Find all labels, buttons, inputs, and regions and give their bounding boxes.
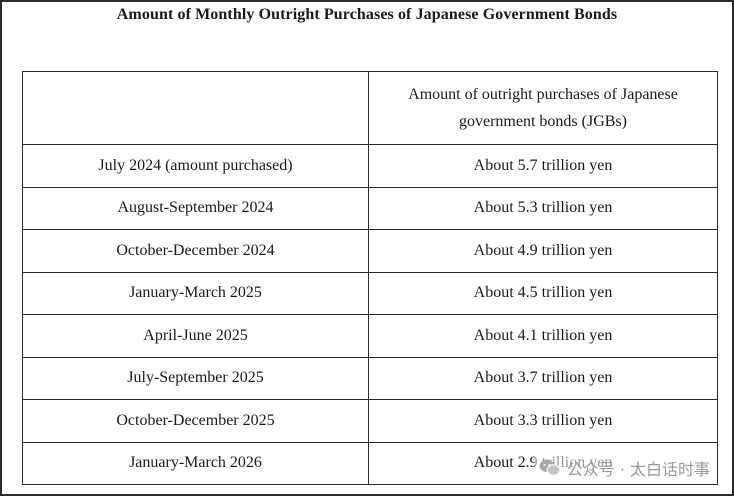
table-row: August-September 2024 About 5.3 trillion… bbox=[22, 186, 718, 230]
amount-cell: About 4.1 trillion yen bbox=[368, 314, 718, 358]
table-row: October-December 2024 About 4.9 trillion… bbox=[22, 229, 718, 273]
period-cell: April-June 2025 bbox=[22, 314, 369, 358]
table-row: April-June 2025 About 4.1 trillion yen bbox=[22, 314, 718, 358]
amount-cell: About 5.3 trillion yen bbox=[368, 186, 718, 230]
amount-cell: About 3.3 trillion yen bbox=[368, 399, 718, 443]
wechat-icon bbox=[539, 459, 561, 477]
table-row: July 2024 (amount purchased) About 5.7 t… bbox=[22, 144, 718, 188]
table-row: July-September 2025 About 3.7 trillion y… bbox=[22, 356, 718, 400]
amount-cell: About 4.5 trillion yen bbox=[368, 271, 718, 315]
watermark: 公众号 · 太白话时事 bbox=[534, 454, 714, 482]
amount-cell: About 4.9 trillion yen bbox=[368, 229, 718, 273]
period-cell: July 2024 (amount purchased) bbox=[22, 144, 369, 188]
header-amount-cell: Amount of outright purchases of Japanese… bbox=[368, 71, 718, 145]
period-cell: October-December 2025 bbox=[22, 399, 369, 443]
table-header-row: Amount of outright purchases of Japanese… bbox=[22, 71, 718, 145]
jgb-purchases-table: Amount of outright purchases of Japanese… bbox=[22, 71, 718, 485]
period-cell: July-September 2025 bbox=[22, 356, 369, 400]
amount-cell: About 3.7 trillion yen bbox=[368, 356, 718, 400]
period-cell: January-March 2025 bbox=[22, 271, 369, 315]
amount-cell: About 5.7 trillion yen bbox=[368, 144, 718, 188]
period-cell: October-December 2024 bbox=[22, 229, 369, 273]
watermark-text: 公众号 · 太白话时事 bbox=[566, 460, 710, 479]
header-period-cell bbox=[22, 71, 369, 145]
document-title: Amount of Monthly Outright Purchases of … bbox=[116, 6, 618, 23]
table-row: October-December 2025 About 3.3 trillion… bbox=[22, 399, 718, 443]
period-cell: August-September 2024 bbox=[22, 186, 369, 230]
table-row: January-March 2025 About 4.5 trillion ye… bbox=[22, 271, 718, 315]
period-cell: January-March 2026 bbox=[22, 441, 369, 485]
